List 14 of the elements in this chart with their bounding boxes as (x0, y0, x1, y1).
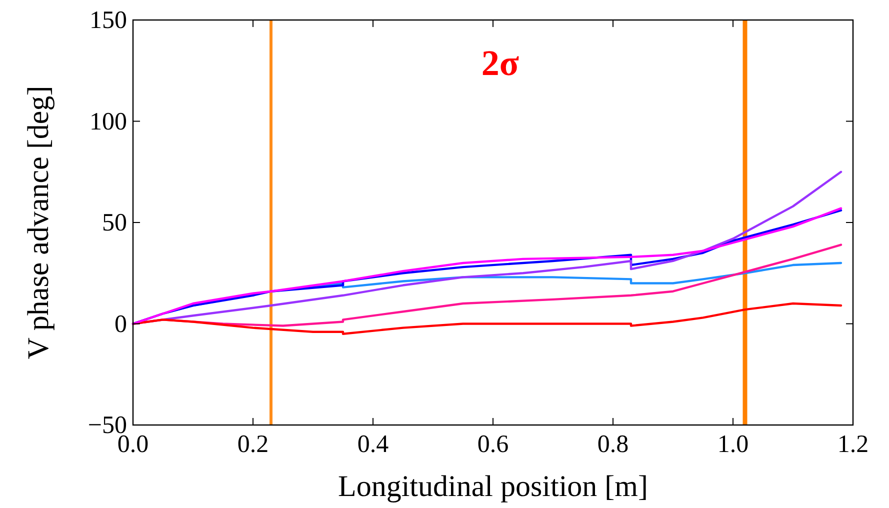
y-tick-label: 150 (90, 7, 127, 34)
y-axis-title: V phase advance [deg] (22, 86, 55, 360)
line-series (132, 302, 842, 335)
x-tick-label: 0.4 (357, 431, 390, 458)
annotation: 2σ (481, 43, 520, 83)
y-tick-label: 100 (90, 108, 127, 136)
x-tick-label: 1.0 (717, 431, 749, 458)
y-tick-label: 0 (114, 310, 127, 338)
x-tick-label: 1.2 (837, 431, 869, 458)
x-tick-label: 0.2 (237, 431, 269, 458)
y-tick-label: 50 (102, 210, 127, 236)
x-tick-label: 0.6 (477, 431, 509, 458)
x-axis-title: Longitudinal position [m] (338, 470, 648, 503)
x-tick-label: 0.8 (597, 431, 629, 458)
